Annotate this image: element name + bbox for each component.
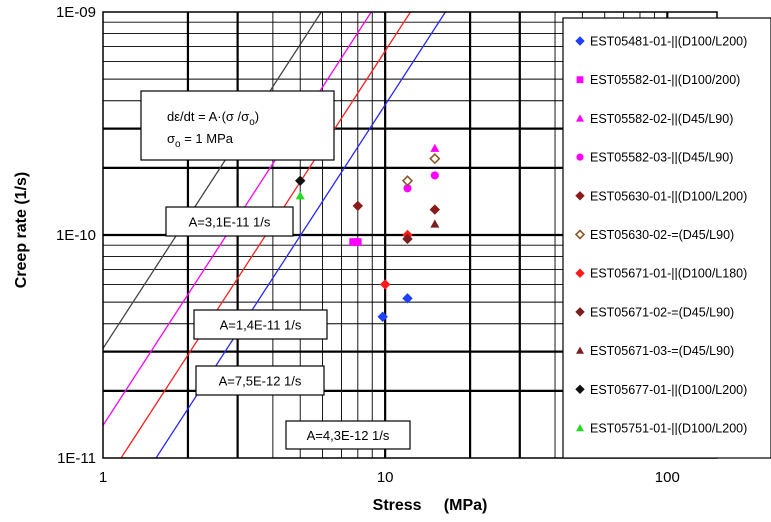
data-point-0 bbox=[402, 293, 413, 304]
legend-label-3: EST05582-03-||(D45/L90) bbox=[590, 151, 733, 165]
legend-label-1: EST05582-01-||(D100/200) bbox=[590, 73, 740, 87]
data-point-3 bbox=[403, 184, 412, 193]
y-tick-label: 1E-09 bbox=[56, 4, 96, 21]
formula-sub-1: o bbox=[249, 117, 255, 128]
data-point-7 bbox=[402, 233, 413, 245]
legend-label-0: EST05481-01-||(D100/L200) bbox=[590, 35, 747, 49]
data-point-5 bbox=[401, 175, 414, 187]
data-point-4 bbox=[429, 204, 441, 215]
formula-end-1: ) bbox=[255, 109, 259, 124]
fit-label-1: A=1,4E-11 1/s bbox=[220, 318, 302, 333]
legend-label-9: EST05677-01-||(D100/L200) bbox=[590, 383, 747, 397]
legend-marker-4 bbox=[575, 191, 585, 201]
data-point-1 bbox=[353, 238, 362, 246]
legend-marker-5 bbox=[574, 229, 586, 240]
legend-label-6: EST05671-01-||(D100/L180) bbox=[590, 267, 747, 281]
formula-sub-2: o bbox=[175, 139, 181, 150]
legend-label-10: EST05751-01-||(D100/L200) bbox=[590, 422, 747, 436]
fit-line-1 bbox=[103, 12, 373, 426]
fit-label-box-2 bbox=[195, 365, 325, 396]
fit-label-2: A=7,5E-12 1/s bbox=[219, 374, 302, 389]
formula-rest-2: = 1 MPa bbox=[181, 131, 234, 146]
legend-marker-1 bbox=[576, 76, 584, 84]
y-axis-title: Creep rate (1/s) bbox=[13, 172, 30, 289]
legend-box bbox=[562, 17, 771, 459]
y-tick-label: 1E-10 bbox=[56, 227, 96, 244]
legend-marker-0 bbox=[575, 36, 585, 46]
legend-label-7: EST05671-02-=(D45/L90) bbox=[590, 305, 734, 319]
x-tick-label: 1 bbox=[99, 469, 107, 486]
legend-marker-10 bbox=[576, 424, 584, 432]
data-point-5 bbox=[429, 153, 441, 165]
fit-label-box-1 bbox=[193, 309, 328, 340]
fit-line-0 bbox=[103, 12, 323, 349]
legend-marker-7 bbox=[575, 307, 585, 317]
legend-marker-3 bbox=[576, 153, 584, 161]
legend-marker-8 bbox=[576, 346, 584, 354]
legend-marker-6 bbox=[575, 268, 585, 278]
legend-label-2: EST05582-02-||(D45/L90) bbox=[590, 112, 733, 126]
x-tick-label: 100 bbox=[655, 469, 680, 486]
data-point-0 bbox=[377, 311, 388, 322]
data-point-9 bbox=[295, 175, 306, 187]
fit-label-0: A=3,1E-11 1/s bbox=[189, 215, 271, 230]
y-tick-label: 1E-11 bbox=[57, 450, 96, 467]
data-point-8 bbox=[430, 219, 440, 228]
data-point-1 bbox=[349, 238, 357, 246]
data-point-3 bbox=[430, 171, 439, 180]
legend-marker-2 bbox=[576, 114, 584, 122]
data-point-6 bbox=[379, 279, 391, 290]
legend-label-5: EST05630-02-=(D45/L90) bbox=[590, 228, 734, 242]
annotations: dε/dt = A·(σ /σo) σo = 1 MPa A=3,1E-11 1/s… bbox=[140, 90, 411, 450]
legend-label-8: EST05671-03-=(D45/L90) bbox=[590, 344, 734, 358]
formula-line-1: dε/dt = A·(σ /σo) bbox=[167, 109, 259, 128]
legend-marker-9 bbox=[575, 384, 585, 395]
legend: EST05481-01-||(D100/L200) EST05582-01-||(… bbox=[562, 17, 771, 459]
formula-box bbox=[140, 90, 335, 161]
x-tick-label: 10 bbox=[377, 469, 394, 486]
formula-line-2: σo = 1 MPa bbox=[167, 131, 234, 150]
tick-labels: 1 10 100 1E-09 1E-10 1E-11 bbox=[56, 4, 680, 486]
fit-label-3: A=4,3E-12 1/s bbox=[307, 428, 390, 443]
legend-label-4: EST05630-01-||(D100/L200) bbox=[590, 189, 747, 203]
data-point-10 bbox=[295, 191, 305, 200]
x-axis-title: Stress (MPa) bbox=[373, 497, 488, 514]
fit-label-box-0 bbox=[165, 206, 294, 237]
data-points bbox=[295, 143, 441, 322]
data-point-4 bbox=[352, 200, 364, 212]
data-point-2 bbox=[430, 143, 440, 152]
fit-label-box-3 bbox=[285, 420, 411, 450]
